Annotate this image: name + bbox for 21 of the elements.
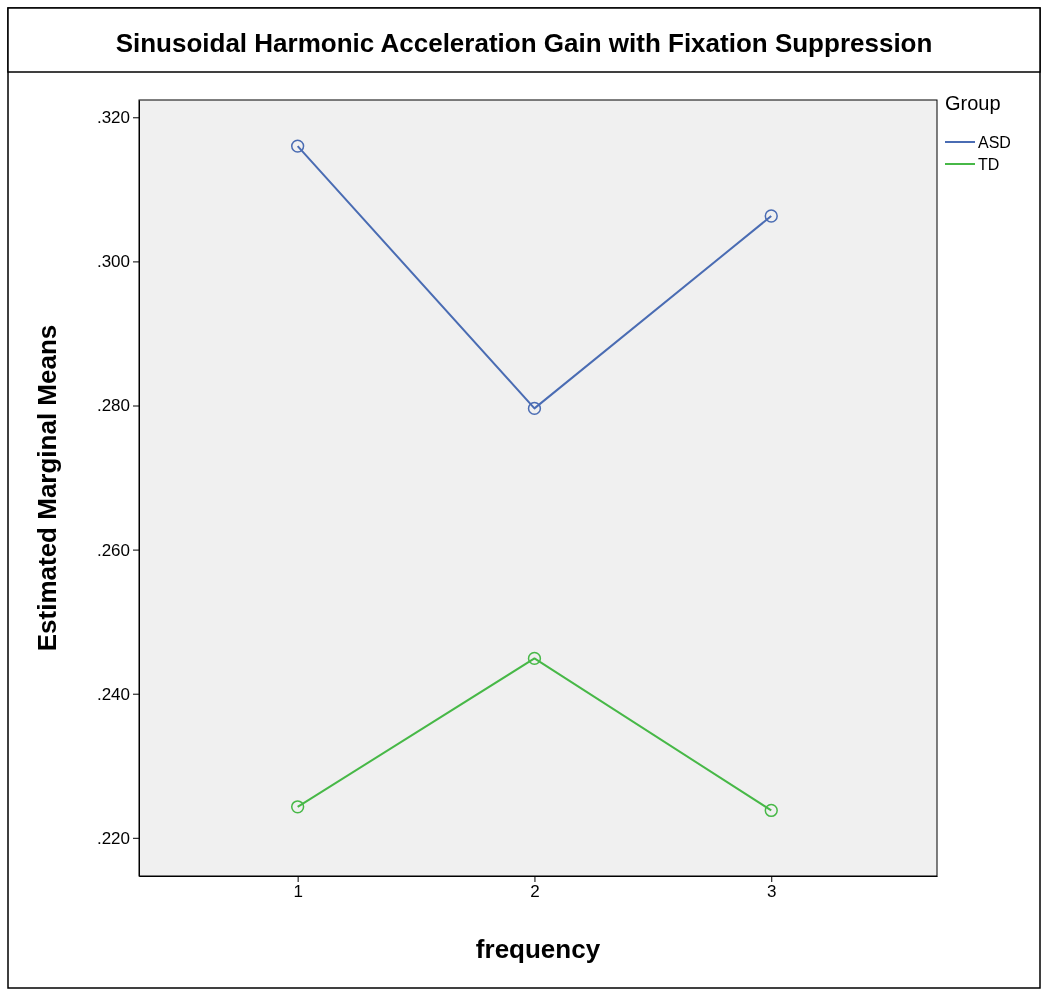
point (527, 651, 542, 666)
y-tick-label: .240 (96, 684, 130, 704)
y-tick-label: .320 (96, 108, 130, 128)
y-tick-label: .260 (96, 540, 130, 560)
x-tick-label: 1 (293, 882, 303, 902)
point (764, 209, 778, 223)
point (764, 803, 778, 818)
x-tick-label: 3 (767, 882, 777, 902)
legend-label: ASD (978, 134, 1011, 151)
y-axis-title: Estimated Marginal Means (32, 324, 62, 652)
point (290, 139, 305, 153)
x-axis-title: frequency (475, 934, 601, 964)
legend-title: Group (945, 92, 1001, 114)
x-tick-label: 2 (530, 882, 540, 902)
y-tick-label: .280 (96, 396, 130, 416)
legend-label: TD (978, 156, 1000, 173)
y-tick-label: .300 (96, 252, 130, 272)
point (290, 800, 305, 814)
y-tick-label: .220 (96, 828, 130, 848)
chart-title: Sinusoidal Harmonic Acceleration Gain with Fixation Suppression (115, 28, 933, 58)
point (527, 401, 542, 416)
